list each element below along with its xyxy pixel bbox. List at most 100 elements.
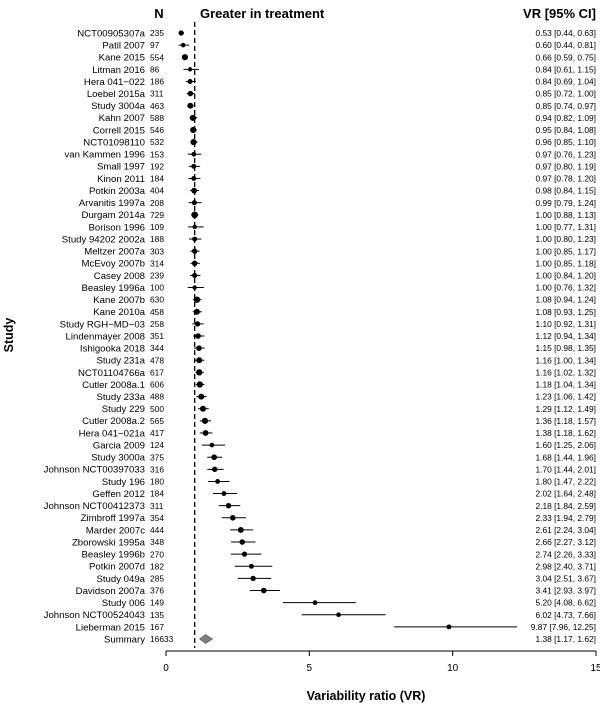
vr-point (195, 333, 201, 339)
study-n: 303 (150, 246, 164, 256)
study-n: 565 (150, 416, 164, 426)
study-vr-ci: 2.74 [2.26, 3.33] (535, 549, 596, 559)
study-n: 192 (150, 161, 164, 171)
study-name: Zborowski 1995a (72, 537, 146, 548)
x-tick-label: 10 (447, 663, 459, 674)
study-n: 417 (150, 428, 164, 438)
study-row: Loebel 2015a 311 0.85 [0.72, 1.00] (87, 89, 596, 100)
study-name: Meltzer 2007a (84, 247, 145, 258)
study-n: 404 (150, 186, 164, 196)
study-row: NCT01098110 532 0.96 [0.85, 1.10] (83, 137, 596, 148)
study-name: Potkin 2007d (89, 562, 145, 573)
vr-point (212, 466, 218, 473)
study-row: Study 006 149 5.20 [4.08, 6.62] (102, 598, 596, 609)
study-n: 546 (150, 125, 164, 135)
study-row: Geffen 2012 184 2.02 [1.64, 2.48] (92, 489, 596, 500)
study-vr-ci: 0.99 [0.79, 1.24] (535, 198, 596, 208)
vr-point (189, 114, 197, 121)
study-vr-ci: 0.84 [0.69, 1.04] (535, 77, 596, 87)
study-row: Lieberman 2015 167 9.87 [7.96, 12.25] (76, 622, 596, 633)
study-vr-ci: 2.33 [1.94, 2.79] (535, 513, 596, 523)
study-row: NCT00905307a 235 0.53 [0.44, 0.63] (77, 28, 596, 39)
study-name: Beasley 1996b (82, 550, 145, 561)
study-n: 588 (150, 113, 164, 123)
study-n: 186 (150, 77, 164, 87)
study-vr-ci: 1.36 [1.18, 1.57] (535, 416, 596, 426)
study-row: Study 94202 2002a 188 1.00 [0.80, 1.23] (62, 234, 596, 245)
x-axis-label: Variability ratio (VR) (307, 689, 426, 703)
vr-point (196, 381, 203, 388)
study-row: McEvoy 2007b 314 1.00 [0.85, 1.18] (82, 258, 596, 269)
study-name: Study 3004a (91, 101, 146, 112)
study-name: Study 229 (102, 404, 145, 415)
study-row: Kane 2007b 630 1.08 [0.94, 1.24] (93, 295, 596, 306)
study-name: Study 196 (102, 477, 145, 488)
study-name: Kane 2010a (93, 307, 145, 318)
study-n: 311 (150, 89, 164, 99)
vr-point (196, 369, 203, 376)
study-vr-ci: 0.96 [0.85, 1.10] (535, 137, 596, 147)
study-name: Marder 2007c (86, 525, 145, 536)
vr-point (196, 357, 203, 364)
vr-point (202, 430, 209, 436)
study-row: Davidson 2007a 376 3.41 [2.93, 3.97] (76, 586, 596, 597)
study-name: Hera 041−022 (84, 77, 145, 88)
study-n: 235 (150, 28, 164, 38)
study-n: 149 (150, 598, 164, 608)
study-n: 444 (150, 525, 164, 535)
study-n: 109 (150, 222, 164, 232)
study-row: Arvanitis 1997a 208 0.99 [0.79, 1.24] (79, 198, 596, 209)
study-vr-ci: 5.20 [4.08, 6.62] (535, 598, 596, 608)
study-n: 184 (150, 489, 164, 499)
vr-point (178, 30, 184, 36)
vr-point (198, 393, 205, 400)
x-tick-label: 0 (163, 663, 169, 674)
study-row: Zimbroff 1997a 354 2.33 [1.94, 2.79] (81, 513, 596, 524)
vr-point (187, 102, 194, 109)
study-name: Garcia 2009 (93, 440, 145, 451)
study-n: 606 (150, 380, 164, 390)
study-name: Durgam 2014a (82, 210, 146, 221)
study-vr-ci: 9.87 [7.96, 12.25] (531, 622, 596, 632)
study-vr-ci: 0.85 [0.74, 0.97] (535, 101, 596, 111)
vr-point (211, 454, 217, 461)
study-vr-ci: 0.84 [0.61, 1.15] (535, 64, 596, 74)
study-vr-ci: 0.97 [0.76, 1.23] (535, 149, 596, 159)
study-row: Lindenmayer 2008 351 1.12 [0.94, 1.34] (66, 331, 596, 342)
y-axis-label: Study (2, 318, 16, 353)
study-n: 630 (150, 295, 164, 305)
study-row: Litman 2016 86 0.84 [0.61, 1.15] (92, 64, 596, 75)
vr-point (187, 67, 193, 72)
study-n: 500 (150, 404, 164, 414)
study-n: 554 (150, 52, 164, 62)
study-vr-ci: 2.66 [2.27, 3.12] (535, 537, 596, 547)
study-n: 239 (150, 271, 164, 281)
study-vr-ci: 2.61 [2.24, 3.04] (535, 525, 596, 535)
study-name: Kane 2015 (99, 53, 145, 64)
summary-vr-ci: 1.38 [1.17, 1.62] (535, 634, 596, 644)
study-row: Cutler 2008a.1 606 1.18 [1.04, 1.34] (82, 380, 596, 391)
study-name: Kahn 2007 (99, 113, 145, 124)
study-row: Ishigooka 2018 344 1.15 [0.98, 1.35] (80, 343, 596, 354)
study-row: Study 233a 488 1.23 [1.06, 1.42] (96, 392, 596, 403)
study-row: Small 1997 192 0.97 [0.80, 1.19] (97, 161, 596, 172)
study-name: Cutler 2008a.1 (82, 380, 145, 391)
vr-point (239, 539, 246, 545)
study-vr-ci: 1.18 [1.04, 1.34] (535, 380, 596, 390)
study-name: Study 006 (102, 598, 145, 609)
vr-point (192, 236, 198, 242)
study-name: Johnson NCT00397033 (44, 465, 145, 476)
study-row: Study 3000a 375 1.68 [1.44, 1.96] (91, 452, 596, 463)
vr-point (192, 272, 198, 278)
study-n: 316 (150, 464, 164, 474)
study-n: 86 (150, 64, 160, 74)
study-n: 270 (150, 549, 164, 559)
study-vr-ci: 1.29 [1.12, 1.49] (535, 404, 596, 414)
study-vr-ci: 0.85 [0.72, 1.00] (535, 89, 596, 99)
summary-diamond (199, 634, 213, 644)
study-n: 153 (150, 149, 164, 159)
study-row: Potkin 2007d 182 2.98 [2.40, 3.71] (89, 561, 596, 572)
study-n: 135 (150, 610, 164, 620)
study-vr-ci: 1.08 [0.94, 1.24] (535, 295, 596, 305)
study-vr-ci: 3.41 [2.93, 3.97] (535, 586, 596, 596)
